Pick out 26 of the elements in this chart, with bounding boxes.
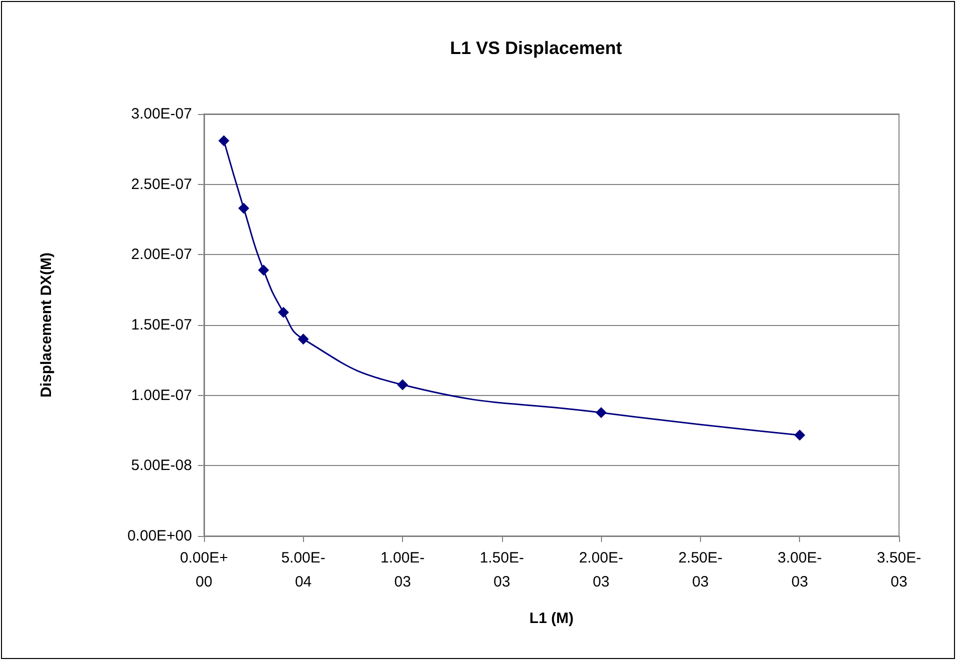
y-tick-label: 5.00E-08	[131, 457, 192, 474]
point	[238, 202, 250, 214]
y-tick-label: 1.50E-07	[131, 316, 192, 334]
point	[397, 379, 408, 390]
point	[278, 306, 289, 318]
y-tick-label: 2.00E-07	[131, 246, 192, 264]
x-tick-label: 3.00E-03	[778, 550, 822, 590]
point	[218, 135, 230, 146]
x-axis-title: L1 (M)	[529, 610, 574, 627]
point	[298, 334, 309, 345]
y-tick-label: 0.00E+00	[127, 528, 192, 544]
y-axis-title: Displacement DX(M)	[38, 252, 55, 398]
y-tick-label: 1.00E-07	[131, 386, 192, 404]
point	[258, 264, 270, 276]
x-tick-label: 2.50E-03	[678, 550, 723, 590]
x-tick-label: 0.00E+00	[180, 550, 228, 590]
y-tick-label: 2.50E-07	[131, 176, 192, 193]
point	[596, 407, 607, 418]
x-tick-label: 2.00E-03	[579, 550, 624, 590]
chart-title: L1 VS Displacement	[450, 38, 622, 58]
x-tick-label: 5.00E-04	[281, 550, 326, 590]
x-tick-label: 3.50E-03	[876, 550, 922, 590]
point	[794, 430, 806, 441]
y-tick-label: 3.00E-07	[131, 106, 192, 122]
x-tick-label: 1.00E-03	[380, 550, 425, 590]
x-tick-label: 1.50E-03	[480, 550, 524, 590]
